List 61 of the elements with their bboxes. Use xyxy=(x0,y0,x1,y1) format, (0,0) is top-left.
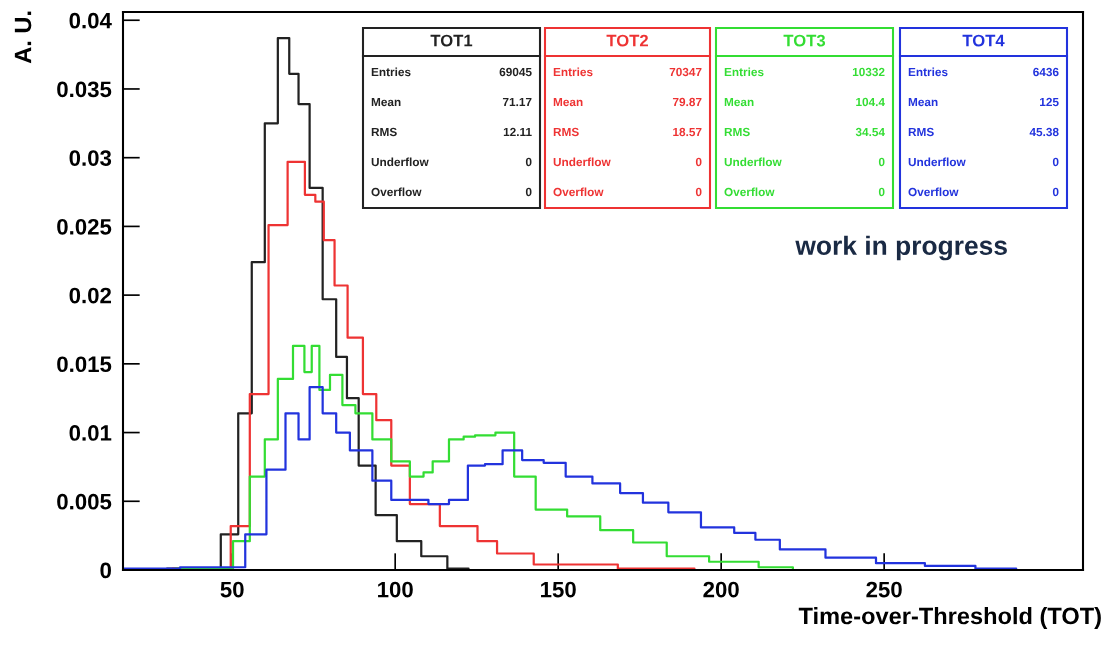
annotation: 18.57 xyxy=(673,127,702,137)
annotation: 0 xyxy=(525,157,532,167)
y-tick-label: 0.02 xyxy=(69,287,111,304)
y-tick-label: 0.03 xyxy=(69,150,112,166)
annotation: 0 xyxy=(525,187,532,197)
annotation: Underflow xyxy=(908,157,966,167)
annotation: 12.11 xyxy=(503,127,532,137)
annotation: 0 xyxy=(878,157,885,167)
x-tick-label: 50 xyxy=(220,581,244,598)
annotation: Mean xyxy=(908,97,938,107)
annotation: work in progress xyxy=(795,235,1007,261)
y-tick-label: 0.025 xyxy=(57,218,112,235)
annotation: 45.38 xyxy=(1029,127,1059,137)
x-tick-label: 150 xyxy=(541,581,576,598)
y-tick-label: 0 xyxy=(100,562,111,579)
annotation: Mean xyxy=(553,97,583,107)
annotation: Mean xyxy=(371,97,401,107)
y-tick-label: 0.035 xyxy=(57,81,112,98)
annotation: RMS xyxy=(724,127,750,137)
annotation: 70347 xyxy=(669,67,702,77)
annotation: RMS xyxy=(908,127,934,137)
annotation: Entries xyxy=(908,67,948,77)
annotation: Overflow xyxy=(371,187,422,197)
annotation: Overflow xyxy=(553,187,604,197)
annotation: 104.4 xyxy=(856,97,885,107)
y-axis-title: A. U. xyxy=(14,11,32,64)
annotation: Overflow xyxy=(724,187,775,197)
annotation: 6436 xyxy=(1033,67,1059,77)
annotation: Entries xyxy=(371,67,411,77)
annotation: Overflow xyxy=(908,187,959,197)
text: TOT3 xyxy=(783,34,826,47)
x-axis-title: Time-over-Threshold (TOT) xyxy=(798,606,1101,629)
annotation: RMS xyxy=(371,127,397,137)
annotation: 0 xyxy=(1052,157,1059,167)
annotation: RMS xyxy=(553,127,579,137)
annotation: Mean xyxy=(724,97,754,107)
annotation: Underflow xyxy=(724,157,782,167)
y-tick-label: 0.04 xyxy=(69,12,112,29)
text: TOT4 xyxy=(962,34,1005,47)
y-tick-label: 0.005 xyxy=(57,493,112,510)
x-tick-label: 100 xyxy=(378,581,413,598)
annotation: Underflow xyxy=(553,157,611,167)
text: TOT2 xyxy=(606,34,648,47)
x-tick-label: 250 xyxy=(866,581,902,598)
y-tick-label: 0.01 xyxy=(69,425,112,441)
annotation: 34.54 xyxy=(855,127,885,137)
annotation: Entries xyxy=(553,67,593,77)
y-tick-label: 0.015 xyxy=(57,356,112,373)
annotation: 0 xyxy=(695,157,702,167)
annotation: 79.87 xyxy=(672,97,702,107)
annotation: 125 xyxy=(1040,97,1059,107)
annotation: 69045 xyxy=(499,67,532,77)
text: TOT1 xyxy=(430,34,473,47)
annotation: 10332 xyxy=(852,67,885,77)
annotation: 0 xyxy=(878,187,885,197)
annotation: Underflow xyxy=(371,157,429,167)
annotation: 0 xyxy=(695,187,702,197)
x-tick-label: 200 xyxy=(703,581,739,598)
annotation: 71.17 xyxy=(502,97,532,107)
annotation: Entries xyxy=(724,67,764,77)
annotation: 0 xyxy=(1052,187,1059,197)
